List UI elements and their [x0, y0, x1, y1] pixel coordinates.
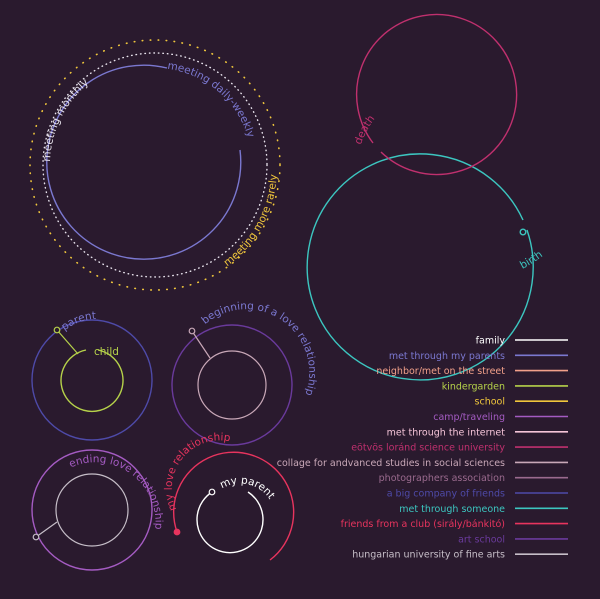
beginning-love-connector: [191, 330, 211, 359]
ending-love-inner-ring: [55, 473, 129, 547]
legend-row: family: [476, 336, 568, 347]
meeting-monthly-ring: [42, 52, 268, 278]
ending-love-connector: [35, 521, 58, 538]
birth-arc: [306, 153, 534, 381]
legend-row: eötvös loránd science university: [351, 443, 568, 454]
legend-label: school: [475, 397, 505, 408]
legend-row: neighbor/met on the street: [376, 366, 568, 377]
legend-row: hungarian university of fine arts: [352, 550, 568, 561]
birth-marker: [519, 228, 527, 236]
legend-label: neighbor/met on the street: [376, 366, 505, 377]
legend-label: photographers association: [379, 473, 505, 484]
legend-label: met through the internet: [387, 427, 506, 438]
legend-label: friends from a club (sirály/bánkitó): [341, 519, 505, 530]
legend-row: art school: [458, 534, 568, 545]
legend-label: collage for andvanced studies in social …: [277, 458, 505, 469]
death-arc: [355, 13, 518, 176]
legend-label: family: [476, 336, 506, 347]
legend-label: met through my parents: [389, 351, 505, 362]
meeting-daily-arc: [46, 64, 242, 260]
legend-row: collage for andvanced studies in social …: [277, 458, 568, 469]
child-arc: [60, 349, 124, 413]
child-label: child: [94, 346, 119, 358]
legend-label: hungarian university of fine arts: [352, 550, 505, 561]
legend-label: met through someone: [399, 504, 505, 515]
legend-row: friends from a club (sirály/bánkitó): [341, 519, 568, 530]
parent-ring: [31, 319, 153, 441]
my-parent-arc: [196, 491, 264, 554]
ending-love-marker: [32, 533, 40, 541]
my-love-marker: [173, 528, 181, 536]
my-love-arc: [172, 451, 295, 561]
parent-child-connector: [56, 329, 79, 355]
my-parent-marker: [208, 488, 216, 496]
ending-love-ring: [31, 449, 153, 571]
legend-label: art school: [458, 534, 505, 545]
legend-row: met through the internet: [387, 427, 568, 438]
legend-row: school: [475, 397, 568, 408]
beginning-love-inner-ring: [197, 350, 267, 420]
legend-label: kindergarden: [442, 381, 505, 392]
beginning-love-marker: [188, 327, 196, 335]
legend-row: a big company of friends: [387, 489, 568, 500]
legend-row: met through my parents: [389, 351, 568, 362]
beginning-love-ring: [171, 324, 293, 446]
parent-marker: [53, 326, 61, 334]
legend: family met through my parents neighbor/met…: [277, 336, 568, 561]
legend-row: kindergarden: [442, 381, 568, 392]
legend-row: photographers association: [379, 473, 568, 484]
legend-label: a big company of friends: [387, 489, 505, 500]
legend-label: camp/traveling: [433, 412, 505, 423]
legend-row: camp/traveling: [433, 412, 568, 423]
meeting-rarely-ring: [29, 39, 281, 291]
legend-row: met through someone: [399, 504, 568, 515]
legend-label: eötvös loránd science university: [351, 443, 505, 454]
